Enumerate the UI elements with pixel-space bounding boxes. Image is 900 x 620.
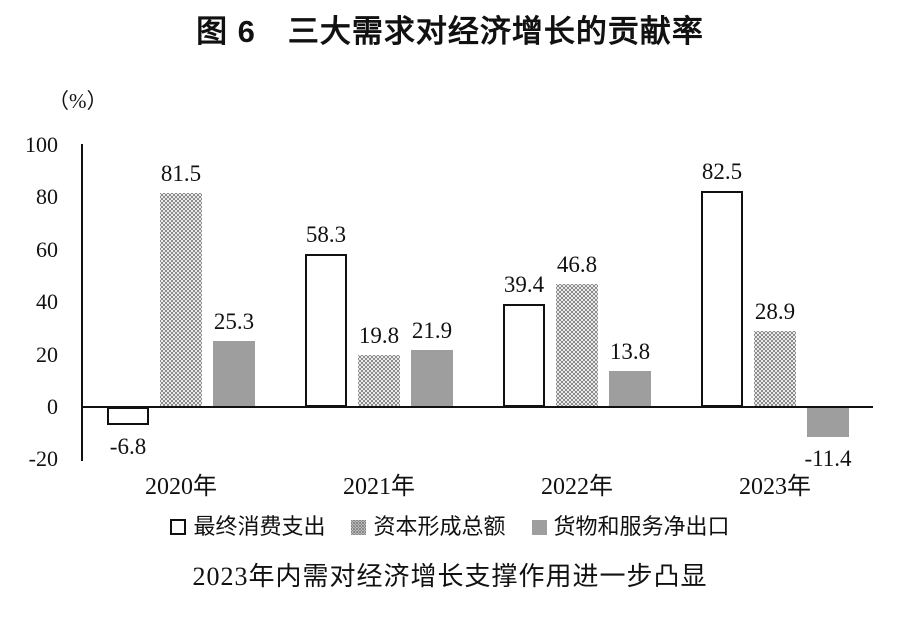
y-tick-label: 0	[47, 394, 58, 419]
legend-label: 最终消费支出	[193, 514, 326, 539]
legend-label: 货物和服务净出口	[553, 514, 730, 539]
bar	[503, 304, 545, 407]
bar	[160, 193, 202, 407]
bar	[754, 331, 796, 407]
legend-swatch-outline	[170, 519, 187, 535]
x-tick-label: 2022年	[541, 474, 613, 500]
bar	[213, 341, 255, 407]
y-tick-label: 80	[36, 184, 58, 210]
bar-value-label: 58.3	[305, 222, 347, 247]
bar-value-label: 21.9	[411, 318, 453, 343]
y-tick-label: 100	[25, 132, 58, 157]
legend: 最终消费支出 资本形成总额 货物和服务净出口	[0, 514, 900, 540]
x-tick-label: 2023年	[739, 474, 811, 500]
bar	[807, 407, 849, 437]
chart-caption: 2023年内需对经济增长支撑作用进一步凸显	[192, 562, 708, 591]
legend-item: 资本形成总额	[351, 514, 506, 540]
y-axis-line	[81, 144, 83, 461]
legend-swatch-gray	[531, 519, 547, 535]
legend-item: 最终消费支出	[170, 514, 325, 540]
y-tick-label: -20	[28, 446, 58, 472]
x-tick-label: 2021年	[343, 474, 415, 500]
y-tick-label: 40	[36, 289, 58, 315]
bar-value-label: 13.8	[609, 339, 651, 364]
bar-value-label: 46.8	[556, 252, 598, 277]
bar-value-label: 39.4	[503, 272, 545, 297]
bar	[107, 407, 149, 425]
bar	[609, 371, 651, 407]
bar-value-label: 25.3	[213, 309, 255, 334]
bar	[358, 355, 400, 407]
chart-title: 图 6 三大需求对经济增长的贡献率	[196, 14, 704, 49]
x-tick-label: 2020年	[145, 474, 217, 500]
bar-value-label: 28.9	[754, 299, 796, 324]
bar-value-label: -11.4	[804, 446, 852, 471]
y-tick-label: 60	[36, 236, 58, 262]
bar	[556, 284, 598, 407]
legend-item: 货物和服务净出口	[531, 514, 730, 540]
legend-label: 资本形成总额	[373, 514, 506, 539]
zero-baseline	[81, 406, 873, 408]
bar	[701, 191, 743, 407]
y-axis-unit-label: （%）	[48, 89, 108, 113]
bar-value-label: 19.8	[358, 323, 400, 348]
bar-value-label: 81.5	[160, 161, 202, 186]
y-tick-label: 20	[36, 341, 58, 367]
bar	[411, 350, 453, 407]
legend-swatch-dotted	[351, 519, 367, 535]
bar-value-label: 82.5	[701, 159, 743, 184]
bar-value-label: -6.8	[109, 434, 147, 459]
